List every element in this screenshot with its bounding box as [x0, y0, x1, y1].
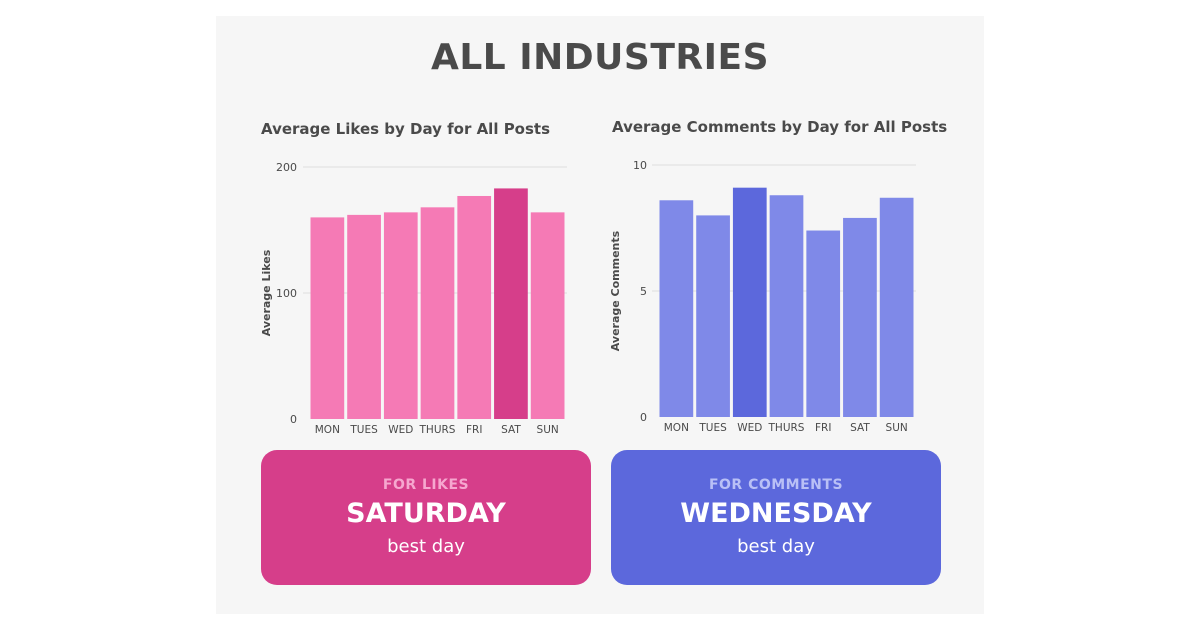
y-tick-label: 200 [276, 161, 297, 174]
comments-best-day: WEDNESDAY [680, 498, 872, 529]
y-tick-label: 0 [640, 411, 647, 424]
comments-card-subtitle: best day [737, 536, 815, 557]
x-tick-label: FRI [815, 422, 831, 434]
likes-card-label: FOR LIKES [382, 477, 470, 493]
bar-sat [494, 188, 528, 419]
bar-mon [659, 200, 694, 417]
likes-chart-title: Average Likes by Day for All Posts [261, 120, 551, 138]
y-axis-label: Average Comments [609, 230, 622, 351]
y-tick-label: 10 [633, 159, 647, 172]
bar-tues [347, 214, 381, 419]
x-tick-label: THURS [419, 424, 456, 436]
x-tick-label: WED [737, 422, 762, 434]
bar-wed [732, 187, 767, 417]
likes-best-day: SATURDAY [346, 498, 506, 529]
bar-fri [806, 230, 841, 417]
y-tick-label: 100 [276, 287, 297, 300]
bar-sun [530, 212, 565, 419]
bar-thurs [769, 195, 804, 417]
x-tick-label: SUN [537, 424, 559, 436]
x-tick-label: WED [388, 424, 413, 436]
x-tick-label: MON [315, 424, 340, 436]
comments-card-label: FOR COMMENTS [708, 477, 844, 493]
y-tick-label: 5 [640, 285, 647, 298]
x-tick-label: SAT [850, 422, 870, 434]
bar-thurs [420, 207, 455, 419]
bar-sun [879, 197, 914, 417]
x-tick-label: SUN [886, 422, 908, 434]
x-tick-label: MON [664, 422, 689, 434]
y-axis-label: Average Likes [260, 249, 273, 336]
bar-fri [457, 195, 492, 419]
bar-sat [843, 217, 877, 417]
x-tick-label: SAT [501, 424, 521, 436]
likes-card-subtitle: best day [387, 536, 465, 557]
bar-tues [696, 215, 730, 417]
x-tick-label: FRI [466, 424, 482, 436]
y-tick-label: 0 [290, 413, 297, 426]
x-tick-label: TUES [698, 422, 727, 434]
x-tick-label: TUES [349, 424, 378, 436]
x-tick-label: THURS [768, 422, 805, 434]
likes-best-day-card: FOR LIKES SATURDAY best day [261, 450, 591, 585]
comments-best-day-card: FOR COMMENTS WEDNESDAY best day [611, 450, 941, 585]
comments-chart-title: Average Comments by Day for All Posts [612, 118, 948, 136]
bar-mon [310, 217, 345, 419]
page-title: ALL INDUSTRIES [430, 37, 770, 78]
bar-wed [383, 212, 418, 419]
